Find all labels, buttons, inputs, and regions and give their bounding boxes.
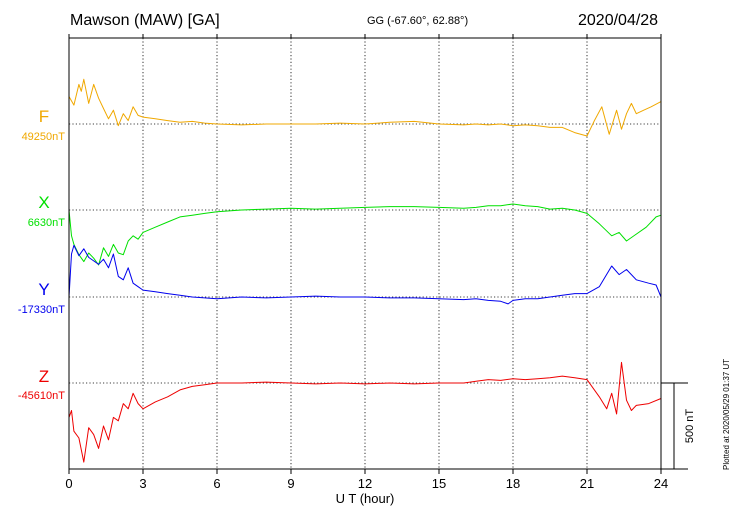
- series-baseline-z: -45610nT: [18, 390, 65, 402]
- x-tick-label: 18: [506, 476, 520, 491]
- x-tick-label: 6: [213, 476, 220, 491]
- grid-lines: [142, 38, 588, 469]
- station-title: Mawson (MAW) [GA]: [70, 12, 220, 29]
- x-tick-label: 12: [358, 476, 372, 491]
- series-line-f: [68, 78, 662, 137]
- series-line-y: [68, 244, 662, 305]
- x-tick-label: 3: [139, 476, 146, 491]
- series-line-z: [68, 361, 662, 463]
- series-name-x: X: [38, 193, 49, 212]
- x-tick-label: 0: [65, 476, 72, 491]
- series-baseline-y: -17330nT: [18, 304, 65, 316]
- series-lines: [68, 78, 662, 463]
- date-label: 2020/04/28: [578, 12, 659, 29]
- series-baseline-x: 6630nT: [28, 217, 66, 229]
- x-tick-label: 21: [580, 476, 594, 491]
- scale-bar: 500 nT: [661, 382, 696, 470]
- x-axis-ticks: 0 3 6 9 12 15 18 21 24: [65, 34, 668, 491]
- x-tick-label: 24: [654, 476, 668, 491]
- x-tick-label: 9: [287, 476, 294, 491]
- series-name-z: Z: [39, 367, 49, 386]
- x-axis-title: U T (hour): [336, 491, 395, 506]
- series-line-x: [68, 203, 662, 266]
- geographic-coords: GG (-67.60°, 62.88°): [367, 15, 469, 27]
- series-name-f: F: [39, 107, 49, 126]
- series-labels: F 49250nT X 6630nT Y -17330nT Z -45610nT: [18, 107, 65, 402]
- x-tick-label: 15: [432, 476, 446, 491]
- series-baseline-f: 49250nT: [22, 131, 66, 143]
- scale-bar-label: 500 nT: [684, 409, 696, 444]
- plotted-timestamp: Plotted at 2020/05/29 01:37 UT: [722, 358, 730, 470]
- series-name-y: Y: [38, 280, 49, 299]
